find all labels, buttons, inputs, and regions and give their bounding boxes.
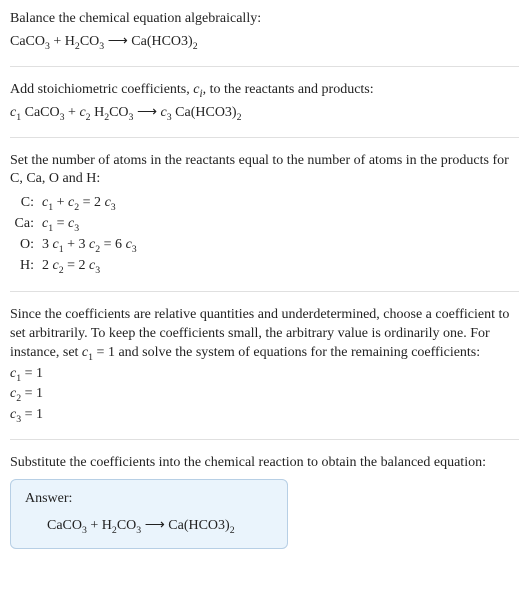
table-row: Ca: c1 = c3 xyxy=(10,214,143,235)
answer-equation: CaCO3 + H2CO3 ⟶ Ca(HCO3)2 xyxy=(25,515,273,536)
table-row: C: c1 + c2 = 2 c3 xyxy=(10,193,143,214)
title-text: Balance the chemical equation algebraica… xyxy=(10,11,261,26)
divider xyxy=(10,291,519,292)
c1-value: 1 xyxy=(36,366,43,381)
table-row: H: 2 c2 = 2 c3 xyxy=(10,256,143,277)
atom-eq-c: c1 + c2 = 2 c3 xyxy=(42,193,143,214)
atom-label-ca: Ca: xyxy=(10,214,42,235)
c2-value: 1 xyxy=(36,386,43,401)
equation-unbalanced: CaCO3 + H2CO3 ⟶ Ca(HCO3)2 xyxy=(10,31,519,52)
divider xyxy=(10,137,519,138)
atom-label-c: C: xyxy=(10,193,42,214)
equation-with-coeffs: c1 CaCO3 + c2 H2CO3 ⟶ c3 Ca(HCO3)2 xyxy=(10,102,519,123)
section-solve-text: Since the coefficients are relative quan… xyxy=(10,306,519,363)
coeff-c2: c2 = 1 xyxy=(10,385,519,404)
atom-label-h: H: xyxy=(10,256,42,277)
atom-label-o: O: xyxy=(10,235,42,256)
divider xyxy=(10,439,519,440)
atom-equations-table: C: c1 + c2 = 2 c3 Ca: c1 = c3 O: 3 c1 + … xyxy=(10,193,143,277)
answer-label: Answer: xyxy=(25,490,273,509)
section-coeffs-intro: Add stoichiometric coefficients, ci, to … xyxy=(10,81,519,100)
intro-a: Add stoichiometric coefficients, xyxy=(10,82,193,97)
atom-eq-o: 3 c1 + 3 c2 = 6 c3 xyxy=(42,235,143,256)
coeff-c3: c3 = 1 xyxy=(10,406,519,425)
section-substitute-text: Substitute the coefficients into the che… xyxy=(10,454,519,473)
atom-eq-h: 2 c2 = 2 c3 xyxy=(42,256,143,277)
intro-b: , to the reactants and products: xyxy=(203,82,374,97)
section-balance-title: Balance the chemical equation algebraica… xyxy=(10,10,519,29)
coeff-c1: c1 = 1 xyxy=(10,365,519,384)
answer-box: Answer: CaCO3 + H2CO3 ⟶ Ca(HCO3)2 xyxy=(10,479,288,549)
divider xyxy=(10,66,519,67)
solve-text-b: and solve the system of equations for th… xyxy=(115,345,480,360)
c3-value: 1 xyxy=(36,407,43,422)
section-atoms-text: Set the number of atoms in the reactants… xyxy=(10,152,519,190)
table-row: O: 3 c1 + 3 c2 = 6 c3 xyxy=(10,235,143,256)
atom-eq-ca: c1 = c3 xyxy=(42,214,143,235)
